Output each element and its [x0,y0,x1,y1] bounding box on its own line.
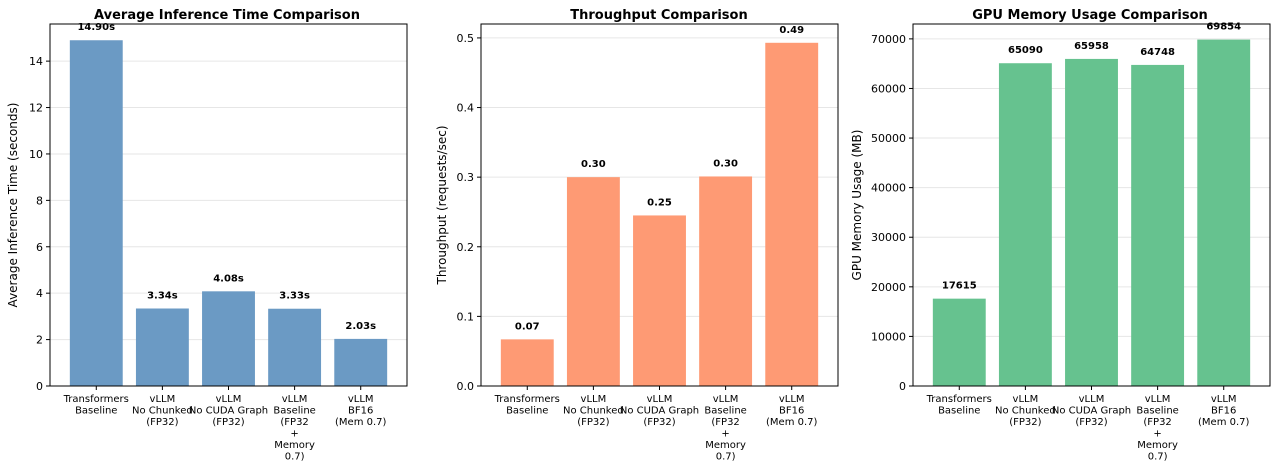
plot-frame [912,23,1271,387]
x-tick-label: vLLM Baseline (FP32 + Memory 0.7) [1136,394,1178,463]
chart-title: Throughput Comparison [570,8,747,23]
x-tick-label: vLLM BF16 (Mem 0.7) [766,394,818,428]
y-tick-label: 14 [29,55,43,68]
bar-value-label: 0.30 [713,158,738,169]
y-tick-label: 60000 [871,82,906,95]
bar-value-label: 4.08s [213,273,244,284]
x-tick-label: vLLM No Chunked (FP32) [132,394,193,428]
bar [932,298,986,386]
bar [765,42,819,387]
y-tick-label: 0 [899,380,906,393]
bar-value-label: 14.90s [77,22,115,33]
bar [268,308,322,386]
y-tick-label: 0 [36,380,43,393]
bar [69,40,123,386]
x-tick-label: Transformers Baseline [494,394,560,417]
x-tick-label: vLLM No Chunked (FP32) [995,394,1056,428]
y-tick-label: 10000 [871,330,906,343]
throughput-chart: Throughput Comparison 0.07 0.30 0.25 0.30 0.… [435,8,839,463]
gpu-memory-chart: GPU Memory Usage Comparison 17615 65090 65… [850,8,1271,463]
plot-frame [480,23,839,387]
y-axis-label: Average Inference Time (seconds) [6,103,20,308]
inference-time-chart: Average Inference Time Comparison 14.90s… [6,8,408,463]
y-tick-label: 0.2 [457,241,475,254]
y-tick-label: 2 [36,334,43,347]
y-tick-label: 6 [36,241,43,254]
y-tick-label: 50000 [871,132,906,145]
y-tick-label: 40000 [871,182,906,195]
y-tick-label: 0.1 [457,310,475,323]
bar-value-label: 69854 [1206,22,1241,33]
bar [566,177,620,386]
y-axis-label: Throughput (requests/sec) [435,125,449,285]
y-tick-label: 20000 [871,281,906,294]
bar [1065,58,1118,387]
y-tick-label: 4 [36,287,43,300]
x-tick-label: vLLM No Chunked (FP32) [563,394,624,428]
bar-value-label: 0.49 [779,25,804,36]
y-tick-label: 0.5 [457,32,475,45]
y-tick-label: 0.4 [457,102,475,115]
x-tick-label: vLLM BF16 (Mem 0.7) [335,394,387,428]
chart-title: Average Inference Time Comparison [94,8,360,23]
y-tick-label: 12 [29,102,43,115]
x-tick-label: vLLM No CUDA Graph (FP32) [620,394,699,428]
y-tick-label: 8 [36,194,43,207]
x-tick-label: Transformers Baseline [63,394,129,417]
bar-value-label: 3.34s [147,290,178,301]
x-tick-label: vLLM Baseline (FP32 + Memory 0.7) [704,394,746,463]
bar [699,176,753,386]
bar-value-label: 3.33s [279,291,310,302]
bar [998,63,1052,387]
y-tick-label: 0.3 [457,171,475,184]
y-axis-label: GPU Memory Usage (MB) [850,130,864,281]
bar [1131,64,1185,387]
bar [334,338,388,386]
bar-value-label: 65958 [1074,41,1109,52]
chart-title: GPU Memory Usage Comparison [972,8,1208,23]
x-tick-label: vLLM BF16 (Mem 0.7) [1198,394,1250,428]
bar-value-label: 2.03s [345,321,376,332]
bar [202,291,255,386]
plot-frame [49,23,408,387]
bar-value-label: 64748 [1140,47,1175,58]
x-tick-label: Transformers Baseline [926,394,992,417]
bar [500,339,554,386]
x-tick-label: vLLM Baseline (FP32 + Memory 0.7) [273,394,315,463]
x-tick-label: vLLM No CUDA Graph (FP32) [189,394,268,428]
bar-value-label: 65090 [1008,45,1043,56]
bar [633,215,686,386]
bar [1197,39,1251,387]
y-tick-label: 30000 [871,231,906,244]
x-tick-label: vLLM No CUDA Graph (FP32) [1052,394,1131,428]
y-tick-label: 70000 [871,33,906,46]
bar [135,308,189,386]
bar-value-label: 0.25 [647,197,672,208]
bar-value-label: 17615 [942,281,977,292]
bar-value-label: 0.30 [581,159,606,170]
bar-value-label: 0.07 [515,321,540,332]
y-tick-label: 10 [29,148,43,161]
y-tick-label: 0.0 [457,380,475,393]
